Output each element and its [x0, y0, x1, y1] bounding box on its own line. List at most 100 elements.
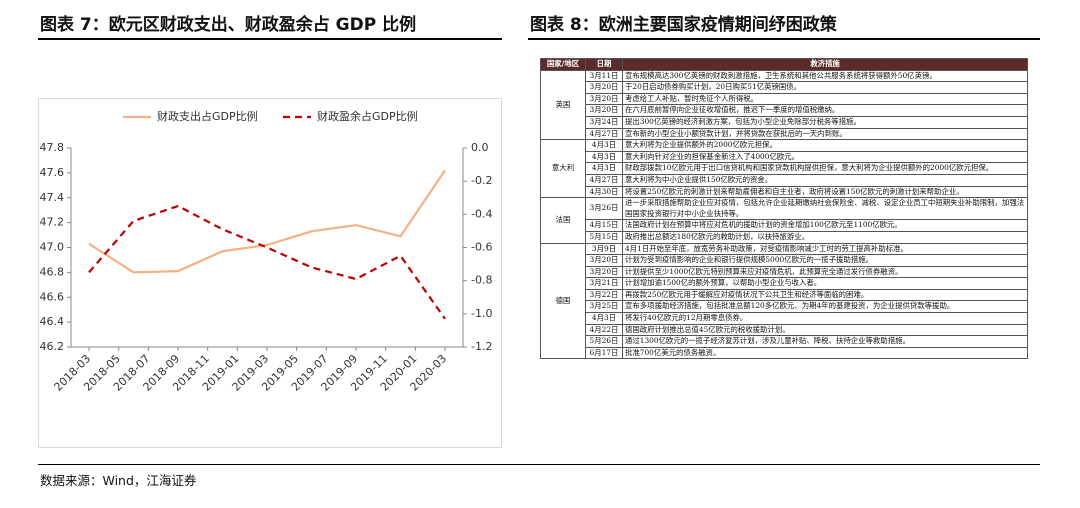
- measure-cell: 意大利将为中小企业提供150亿欧元的资金。: [622, 173, 1028, 187]
- table-row: 3月25日 宣布多项援助经济措施，包括批准总额120多亿欧元、为期4年的基建投资，…: [541, 300, 1028, 314]
- table-row: 4月3日 财政部拨款10亿欧元用于出口信贷机构和国家贷款机构提供担保，意大利将为企…: [541, 162, 1028, 175]
- figure-title: 图表 8：欧洲主要国家疫情期间纾困政策: [530, 15, 837, 35]
- chart: 46.2 46.4 46.6 46.8 47.0 47.2 47.4 47.6 47.8 -1.2…: [40, 109, 493, 394]
- measure-cell: 计划为受到疫情影响的企业和银行提供规模5000亿欧元的一揽子援助措施。: [622, 254, 1028, 267]
- table-row: 4月15日 法国政府计划在预算中将应对危机的援助计划的资金增加100亿欧元至110…: [541, 219, 1028, 232]
- measure-cell: 通过1300亿欧元的一揽子经济复苏计划，涉及儿童补贴、降税、扶持企业等救助措施。: [622, 335, 1028, 348]
- table-row: 3月20日 计划提供至少1000亿欧元特别预算来应对疫情危机，此预算完全通过发行债…: [541, 265, 1028, 279]
- table-row: 3月20日 于20日启动债券购买计划，20日购买51亿英镑国债。: [541, 81, 1028, 94]
- country-cell: 德国: [540, 242, 586, 360]
- table-row: 5月26日 通过1300亿欧元的一揽子经济复苏计划，涉及儿童补贴、降税、扶持企业等…: [541, 335, 1028, 348]
- measure-cell: 4月1日开始至年底，放宽劳务补助政策，对受疫情影响减少工时的劳工提高补助标准。: [622, 242, 1028, 256]
- y-tick-label: 47.6: [40, 166, 65, 179]
- measure-cell: 于20日启动债券购买计划，20日购买51亿英镑国债。: [622, 81, 1028, 94]
- date-cell: 5月15日: [585, 230, 623, 244]
- y2-tick-label: -1.0: [471, 307, 492, 320]
- table-row: 3月20日 考虑给工人补贴，暂时免征个人所得税。: [541, 92, 1028, 106]
- y2-tick-label: 0.0: [471, 141, 489, 154]
- y-tick-label: 47.0: [40, 241, 65, 254]
- measure-cell: 批准700亿美元的债务融资。: [622, 346, 1028, 360]
- table-row: 意大利 4月3日 意大利将为企业提供额外的2000亿欧元担保。: [540, 139, 1028, 199]
- header-cell: 国家/地区: [540, 58, 586, 71]
- measure-cell: 计划增加逾1500亿的额外预算，以帮助小型企业与收入者。: [622, 277, 1028, 290]
- y-tick-label: 46.8: [40, 265, 65, 278]
- table-row: 4月27日 宣布新的小型企业小额贷款计划，并将贷款在获批后的一天内到账。: [541, 127, 1028, 141]
- legend-label: 财政盈余占GDP比例: [317, 109, 418, 123]
- measure-cell: 政府推出总额达180亿欧元的救助计划，以扶持旅游业。: [622, 230, 1028, 244]
- measure-cell: 意大利将为企业提供额外的2000亿欧元担保。: [622, 139, 1028, 152]
- date-cell: 3月26日: [585, 197, 623, 221]
- measure-cell: 德国政府计划推出总值45亿欧元的税收援助计划。: [622, 323, 1028, 337]
- title-rule: [528, 38, 1040, 40]
- title-rule: [38, 38, 502, 40]
- date-cell: 3月20日: [585, 265, 623, 279]
- measure-cell: 进一步采取措施帮助企业应对疫情，包括允许企业延期缴纳社会保险金、减税、设定企业员…: [622, 197, 1028, 221]
- table-row: 4月30日 将设置250亿欧元的刺激计划来帮助雇佣者和自主业者，政府将设置150亿…: [541, 185, 1028, 199]
- date-cell: 3月11日: [585, 69, 623, 83]
- y-tick-label: 47.8: [40, 141, 65, 154]
- date-cell: 4月27日: [585, 173, 623, 187]
- measure-cell: 宣布新的小型企业小额贷款计划，并将贷款在获批后的一天内到账。: [622, 127, 1028, 141]
- date-cell: 3月20日: [585, 81, 623, 94]
- chart-frame: 46.2 46.4 46.6 46.8 47.0 47.2 47.4 47.6 47.8 -1.2…: [38, 98, 502, 448]
- country-cell: 英国: [540, 69, 586, 141]
- date-cell: 3月21日: [585, 277, 623, 290]
- date-cell: 3月9日: [585, 242, 623, 256]
- legend-label: 财政支出占GDP比例: [157, 109, 258, 123]
- table-row: 4月22日 德国政府计划推出总值45亿欧元的税收援助计划。: [541, 323, 1028, 337]
- measure-cell: 意大利向针对企业的担保基金新注入了4000亿欧元。: [622, 150, 1028, 164]
- table-row: 6月17日 批准700亿美元的债务融资。: [541, 346, 1028, 360]
- date-cell: 4月27日: [585, 127, 623, 141]
- table-row: 4月3日 将发行40亿欧元的12月期零息债券。: [541, 312, 1028, 325]
- date-cell: 4月3日: [585, 312, 623, 325]
- series-line: [88, 169, 446, 274]
- y-tick-label: 46.2: [40, 340, 65, 353]
- measure-cell: 在六月底前暂停向企业征收增值税，推迟下一季度的增值税缴纳。: [622, 104, 1028, 117]
- country-cell: 法国: [540, 197, 586, 244]
- table-row: 3月21日 计划增加逾1500亿的额外预算，以帮助小型企业与收入者。: [541, 277, 1028, 290]
- measure-cell: 计划提供至少1000亿欧元特别预算来应对疫情危机，此预算完全通过发行债券融资。: [622, 265, 1028, 279]
- y2-tick-label: -0.2: [471, 174, 492, 187]
- policy-table: 国家/地区 日期 救济措施 英国 3月11日 宣布规模高达300亿英镑的财政刺激措施，卫生…: [540, 58, 1028, 360]
- table-row: 法国 3月26日 进一步采取措施帮助企业应对疫情，包括允许企业延期缴纳社会保险金、减…: [540, 197, 1028, 244]
- measure-cell: 宣布规模高达300亿英镑的财政刺激措施，卫生系统和其他公共服务系统将获得额外50…: [622, 69, 1028, 83]
- y-tick-label: 47.2: [40, 216, 65, 229]
- y2-tick-label: -1.2: [471, 340, 492, 353]
- source-note: 数据来源：Wind，江海证券: [40, 473, 197, 488]
- date-cell: 4月3日: [585, 139, 623, 152]
- measure-cell: 财政部拨款10亿欧元用于出口信贷机构和国家贷款机构提供担保，意大利将为企业提供额…: [622, 162, 1028, 175]
- table-row: 3月20日 计划为受到疫情影响的企业和银行提供规模5000亿欧元的一揽子援助措施。: [541, 254, 1028, 267]
- y-tick-label: 46.6: [40, 290, 65, 303]
- date-cell: 3月24日: [585, 115, 623, 129]
- header-cell: 日期: [585, 58, 623, 71]
- table-row: 3月20日 在六月底前暂停向企业征收增值税，推迟下一季度的增值税缴纳。: [541, 104, 1028, 117]
- header-row: 国家/地区 日期 救济措施: [540, 58, 1028, 71]
- table-row: 3月22日 再拨款250亿欧元用于缓解应对疫情状况下公共卫生和经济等面临的困难。: [541, 288, 1028, 302]
- date-cell: 3月22日: [585, 288, 623, 302]
- date-cell: 6月17日: [585, 346, 623, 360]
- date-cell: 5月26日: [585, 335, 623, 348]
- y-tick-label: 46.4: [40, 315, 65, 328]
- date-cell: 3月20日: [585, 254, 623, 267]
- series-line: [88, 204, 446, 320]
- measure-cell: 法国政府计划在预算中将应对危机的援助计划的资金增加100亿欧元至1100亿欧元。: [622, 219, 1028, 232]
- measure-cell: 将发行40亿欧元的12月期零息债券。: [622, 312, 1028, 325]
- date-cell: 4月22日: [585, 323, 623, 337]
- date-cell: 4月3日: [585, 150, 623, 164]
- measure-cell: 再拨款250亿欧元用于缓解应对疫情状况下公共卫生和经济等面临的困难。: [622, 288, 1028, 302]
- date-cell: 4月3日: [585, 162, 623, 175]
- measure-cell: 提出300亿英镑的经济刺激方案，包括为小型企业免除部分税务等措施。: [622, 115, 1028, 129]
- measure-cell: 考虑给工人补贴，暂时免征个人所得税。: [622, 92, 1028, 106]
- y2-tick-label: -0.8: [471, 274, 492, 287]
- y2-tick-label: -0.6: [471, 241, 492, 254]
- table-row: 德国 3月9日 4月1日开始至年底，放宽劳务补助政策，对受疫情影响减少工时的劳工提高…: [540, 242, 1028, 360]
- footer-rule: [38, 464, 1040, 465]
- date-cell: 4月15日: [585, 219, 623, 232]
- measure-cell: 将设置250亿欧元的刺激计划来帮助雇佣者和自主业者，政府将设置150亿欧元的刺激…: [622, 185, 1028, 199]
- date-cell: 3月20日: [585, 104, 623, 117]
- table-row: 4月3日 意大利向针对企业的担保基金新注入了4000亿欧元。: [541, 150, 1028, 164]
- measure-cell: 宣布多项援助经济措施，包括批准总额120多亿欧元、为期4年的基建投资，为企业提供…: [622, 300, 1028, 314]
- date-cell: 3月20日: [585, 92, 623, 106]
- date-cell: 4月30日: [585, 185, 623, 199]
